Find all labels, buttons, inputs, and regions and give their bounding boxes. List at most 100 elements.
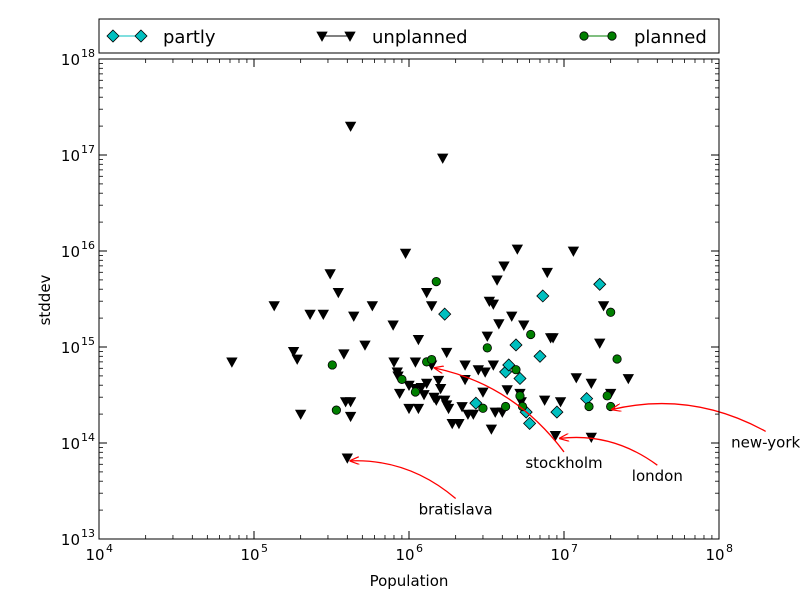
unplanned-marker <box>344 411 357 423</box>
partly-marker <box>509 338 523 352</box>
unplanned-marker <box>432 375 445 387</box>
unplanned-marker <box>479 367 491 378</box>
annotation-stockholm-label: stockholm <box>525 454 602 472</box>
unplanned-marker <box>437 153 449 164</box>
unplanned-marker <box>317 309 329 320</box>
unplanned-marker <box>498 261 510 272</box>
unplanned-marker <box>446 419 458 430</box>
unplanned-marker <box>518 320 530 331</box>
unplanned-marker <box>430 395 442 406</box>
y-tick-label: 10 <box>61 243 80 261</box>
y-tick-exponent: 17 <box>81 143 95 156</box>
partly-marker <box>533 349 547 363</box>
partly-marker <box>523 416 537 430</box>
legend-partly-marker <box>134 29 148 43</box>
unplanned-marker <box>403 403 415 415</box>
unplanned-marker <box>453 419 465 430</box>
unplanned-marker <box>366 301 379 312</box>
unplanned-marker <box>506 311 518 322</box>
y-tick-exponent: 18 <box>81 47 95 60</box>
legend-unplanned-marker <box>316 31 328 42</box>
unplanned-marker <box>344 121 357 132</box>
unplanned-marker <box>304 309 316 320</box>
unplanned-marker <box>387 320 399 331</box>
partly-marker <box>513 371 527 386</box>
unplanned-marker <box>291 354 303 365</box>
x-tick-label: 10 <box>550 546 569 564</box>
x-tick-label: 10 <box>705 546 724 564</box>
annotation-london-label: london <box>632 467 683 485</box>
unplanned-marker <box>622 374 635 385</box>
x-tick-exponent: 6 <box>416 542 423 555</box>
planned-marker <box>331 405 341 415</box>
x-tick-exponent: 5 <box>261 542 268 555</box>
y-tick-label: 10 <box>61 339 80 357</box>
unplanned-marker <box>459 360 471 371</box>
x-axis-label: Population <box>370 572 449 590</box>
unplanned-marker <box>442 403 455 415</box>
plot-frame <box>98 58 720 540</box>
unplanned-marker <box>393 388 406 400</box>
unplanned-marker <box>409 357 422 368</box>
y-tick-exponent: 16 <box>81 239 95 252</box>
unplanned-marker <box>412 403 425 415</box>
planned-marker <box>501 401 511 412</box>
unplanned-marker <box>226 357 238 368</box>
unplanned-marker <box>415 382 427 394</box>
unplanned-marker <box>489 407 501 418</box>
legend-unplanned-marker <box>344 31 356 42</box>
unplanned-marker <box>344 397 357 408</box>
unplanned-marker <box>268 301 280 312</box>
unplanned-marker <box>359 340 371 351</box>
unplanned-marker <box>324 269 336 280</box>
unplanned-marker <box>440 347 453 359</box>
planned-marker <box>602 391 612 401</box>
legend-partly-label: partly <box>163 27 216 48</box>
x-tick-exponent: 7 <box>571 542 578 555</box>
unplanned-marker <box>477 387 489 398</box>
unplanned-marker <box>549 430 562 442</box>
partly-marker <box>550 405 564 419</box>
unplanned-marker <box>570 373 582 384</box>
unplanned-marker <box>485 424 498 435</box>
legend-planned-marker <box>579 31 589 41</box>
unplanned-marker <box>538 395 551 406</box>
unplanned-marker <box>338 349 350 360</box>
data-markers <box>226 121 635 464</box>
partly-marker <box>536 289 550 303</box>
unplanned-marker <box>332 288 345 299</box>
annotations: bratislava stockholm london new-york <box>350 368 800 518</box>
unplanned-marker <box>547 333 559 344</box>
annotation-new-york-label: new-york <box>731 433 800 451</box>
planned-marker <box>584 401 594 412</box>
x-tick-exponent: 8 <box>726 542 733 555</box>
legend: partly unplanned planned <box>98 18 720 54</box>
unplanned-marker <box>341 453 353 464</box>
planned-marker <box>606 307 616 317</box>
planned-marker <box>517 401 528 412</box>
planned-marker <box>478 403 488 413</box>
legend-planned-marker <box>607 31 617 41</box>
partly-marker <box>438 307 452 321</box>
planned-marker <box>427 354 437 365</box>
unplanned-marker <box>554 397 567 408</box>
planned-marker <box>612 354 622 364</box>
partly-marker <box>469 396 483 410</box>
unplanned-marker <box>487 299 500 310</box>
planned-marker <box>526 329 536 340</box>
annotation-london-arrow <box>560 437 658 466</box>
unplanned-marker <box>420 288 433 299</box>
y-tick-label: 10 <box>61 435 80 453</box>
y-tick-exponent: 14 <box>81 431 95 444</box>
unplanned-marker <box>348 311 360 322</box>
legend-partly-marker <box>106 29 120 43</box>
unplanned-marker <box>597 301 610 312</box>
y-tick-label: 10 <box>61 147 80 165</box>
unplanned-marker <box>294 409 307 420</box>
unplanned-marker <box>487 360 500 371</box>
y-tick-exponent: 13 <box>81 527 95 540</box>
planned-marker <box>431 277 441 287</box>
x-tick-label: 10 <box>395 546 414 564</box>
